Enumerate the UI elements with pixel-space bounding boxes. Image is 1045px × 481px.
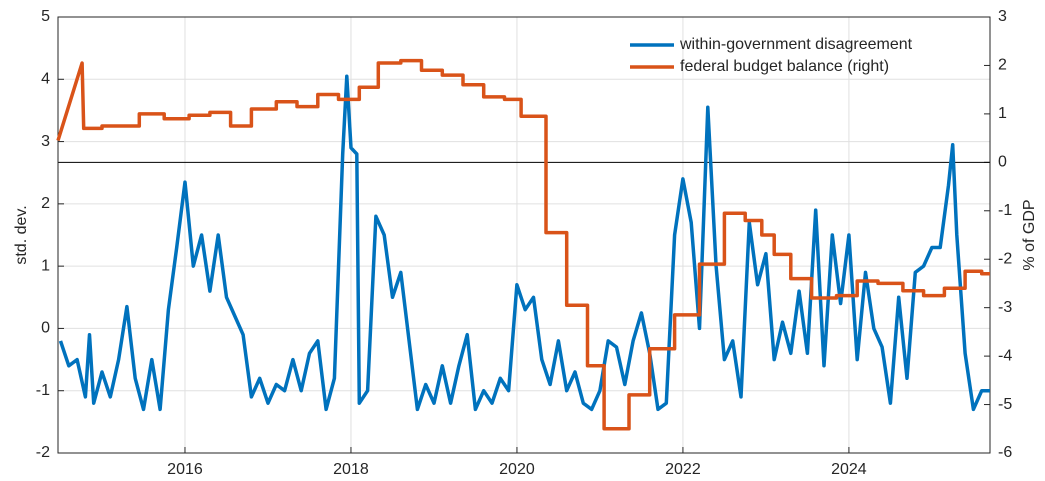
x-tick-label: 2022 [665,461,701,478]
legend-label: within-government disagreement [679,36,913,53]
x-tick-label: 2016 [167,461,203,478]
y2-tick-label: -2 [998,250,1012,267]
y2-axis-label: % of GDP [1021,199,1038,270]
y-tick-label: 5 [41,8,50,25]
y-tick-label: 2 [41,195,50,212]
y-tick-label: 4 [41,71,50,88]
y2-tick-label: -3 [998,299,1012,316]
y-tick-label: 3 [41,133,50,150]
y2-tick-label: -5 [998,396,1012,413]
y2-tick-label: 2 [998,57,1007,74]
series-line [56,58,990,431]
y-tick-label: -1 [36,382,50,399]
y-tick-label: -2 [36,444,50,461]
x-tick-label: 2024 [831,461,867,478]
y2-tick-label: 3 [998,8,1007,25]
x-tick-label: 2018 [333,461,369,478]
y2-tick-label: -6 [998,444,1012,461]
series-line [58,74,990,412]
x-tick-label: 2020 [499,461,535,478]
y2-tick-label: 1 [998,105,1007,122]
y2-tick-label: -4 [998,347,1012,364]
plot-frame [57,16,991,454]
y2-tick-label: -1 [998,202,1012,219]
y2-tick-label: 0 [998,154,1007,171]
y-axis-label: std. dev. [13,205,30,264]
y-tick-label: 1 [41,257,50,274]
y-tick-label: 0 [41,320,50,337]
legend-label: federal budget balance (right) [680,58,889,75]
